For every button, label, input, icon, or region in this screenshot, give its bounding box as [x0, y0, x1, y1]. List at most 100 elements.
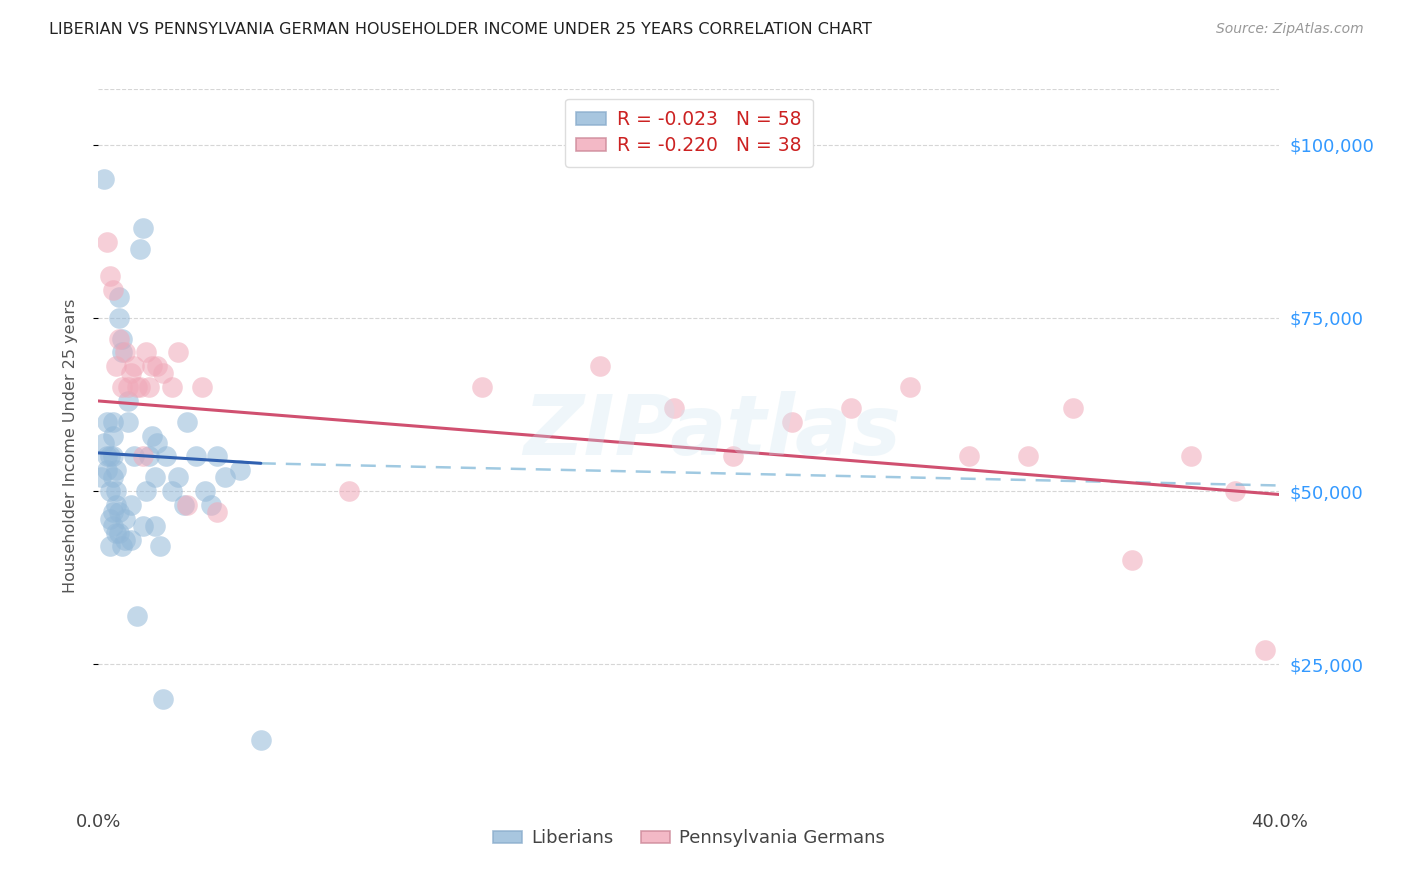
Point — [782, 415, 804, 429]
Point — [120, 533, 142, 547]
Point — [96, 450, 118, 464]
Point — [146, 435, 169, 450]
Point — [155, 450, 177, 464]
Point — [103, 450, 125, 464]
Point — [176, 415, 198, 429]
Point — [105, 498, 128, 512]
Point — [205, 450, 228, 464]
Point — [105, 359, 128, 374]
Point — [93, 172, 115, 186]
Point — [146, 359, 169, 374]
Point — [103, 470, 125, 484]
Point — [108, 525, 131, 540]
Legend: Liberians, Pennsylvania Germans: Liberians, Pennsylvania Germans — [486, 822, 891, 855]
Point — [98, 512, 121, 526]
Point — [117, 394, 139, 409]
Text: LIBERIAN VS PENNSYLVANIA GERMAN HOUSEHOLDER INCOME UNDER 25 YEARS CORRELATION CH: LIBERIAN VS PENNSYLVANIA GERMAN HOUSEHOL… — [49, 22, 872, 37]
Point — [111, 540, 134, 554]
Point — [96, 235, 118, 249]
Point — [1180, 450, 1202, 464]
Point — [135, 483, 157, 498]
Point — [108, 332, 131, 346]
Point — [152, 366, 174, 380]
Point — [589, 359, 612, 374]
Point — [162, 483, 183, 498]
Point — [959, 450, 981, 464]
Point — [122, 359, 145, 374]
Point — [841, 401, 863, 415]
Point — [194, 483, 217, 498]
Point — [98, 269, 121, 284]
Point — [125, 608, 148, 623]
Point — [120, 498, 142, 512]
Point — [128, 380, 150, 394]
Point — [98, 483, 121, 498]
Point — [98, 450, 121, 464]
Point — [120, 366, 142, 380]
Point — [114, 345, 136, 359]
Point — [152, 691, 174, 706]
Point — [93, 435, 115, 450]
Point — [471, 380, 494, 394]
Point — [96, 463, 118, 477]
Point — [103, 518, 125, 533]
Point — [122, 450, 145, 464]
Point — [132, 518, 155, 533]
Point — [114, 512, 136, 526]
Point — [111, 332, 134, 346]
Point — [96, 415, 118, 429]
Point — [132, 450, 155, 464]
Point — [125, 380, 148, 394]
Point — [103, 415, 125, 429]
Point — [114, 533, 136, 547]
Point — [138, 380, 160, 394]
Text: ZIPatlas: ZIPatlas — [523, 392, 901, 472]
Point — [138, 450, 160, 464]
Point — [105, 525, 128, 540]
Point — [664, 401, 686, 415]
Point — [900, 380, 922, 394]
Point — [200, 498, 222, 512]
Point — [103, 505, 125, 519]
Point — [108, 310, 131, 325]
Point — [98, 540, 121, 554]
Point — [117, 380, 139, 394]
Point — [191, 380, 214, 394]
Point — [205, 505, 228, 519]
Text: Source: ZipAtlas.com: Source: ZipAtlas.com — [1216, 22, 1364, 37]
Point — [143, 470, 166, 484]
Point — [141, 428, 163, 442]
Point — [250, 733, 273, 747]
Point — [128, 242, 150, 256]
Point — [1062, 401, 1084, 415]
Point — [1121, 553, 1143, 567]
Point — [105, 463, 128, 477]
Point — [1018, 450, 1040, 464]
Point — [167, 345, 190, 359]
Point — [135, 345, 157, 359]
Point — [214, 470, 236, 484]
Point — [105, 483, 128, 498]
Point — [173, 498, 195, 512]
Point — [162, 380, 183, 394]
Point — [143, 518, 166, 533]
Point — [149, 540, 172, 554]
Point — [90, 470, 112, 484]
Point — [1225, 483, 1247, 498]
Point — [1254, 643, 1277, 657]
Point — [103, 428, 125, 442]
Point — [229, 463, 252, 477]
Point — [339, 483, 361, 498]
Point — [111, 345, 134, 359]
Point — [132, 220, 155, 235]
Point — [103, 283, 125, 297]
Point — [723, 450, 745, 464]
Point — [108, 290, 131, 304]
Point — [117, 415, 139, 429]
Point — [184, 450, 207, 464]
Point — [167, 470, 190, 484]
Y-axis label: Householder Income Under 25 years: Householder Income Under 25 years — [63, 299, 77, 593]
Point — [108, 505, 131, 519]
Point — [141, 359, 163, 374]
Point — [111, 380, 134, 394]
